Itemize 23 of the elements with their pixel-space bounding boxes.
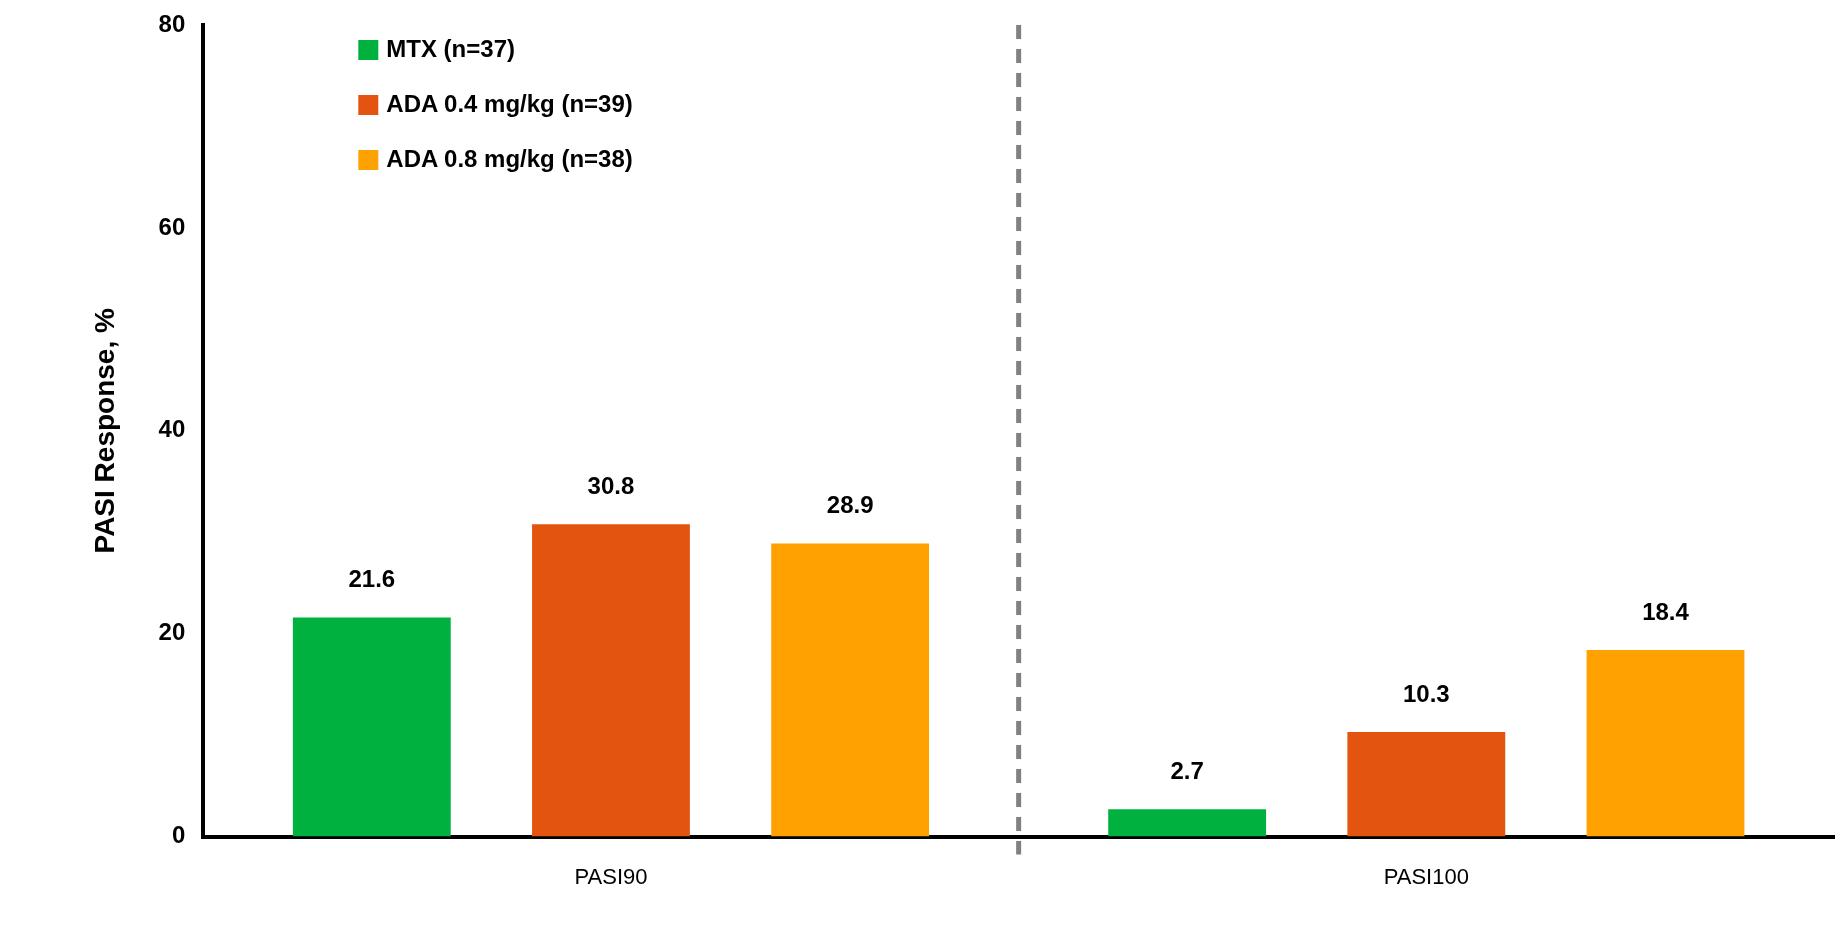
bar — [771, 543, 930, 837]
legend-label: MTX (n=37) — [386, 34, 515, 62]
bar — [292, 617, 451, 837]
y-tick-label: 20 — [158, 618, 186, 646]
bar — [1347, 732, 1506, 837]
legend-label: ADA 0.4 mg/kg (n=39) — [386, 89, 633, 117]
data-label: 21.6 — [348, 565, 396, 593]
data-label: 30.8 — [587, 471, 635, 499]
data-label: 28.9 — [826, 491, 874, 519]
y-tick-label: 40 — [158, 415, 186, 443]
bar — [1586, 649, 1745, 837]
legend-label: ADA 0.8 mg/kg (n=38) — [386, 144, 633, 172]
data-label: 2.7 — [1170, 756, 1204, 784]
x-tick-label: PASI90 — [574, 863, 648, 889]
data-label: 18.4 — [1642, 597, 1690, 625]
bar — [532, 524, 690, 837]
data-label: 10.3 — [1402, 679, 1450, 707]
y-axis-title: PASI Response, % — [88, 308, 120, 554]
y-tick-label: 80 — [158, 9, 186, 37]
y-tick-label: 60 — [158, 212, 186, 240]
x-tick-label: PASI100 — [1383, 863, 1469, 889]
y-tick-label: 0 — [171, 821, 186, 849]
bar — [1108, 809, 1267, 837]
